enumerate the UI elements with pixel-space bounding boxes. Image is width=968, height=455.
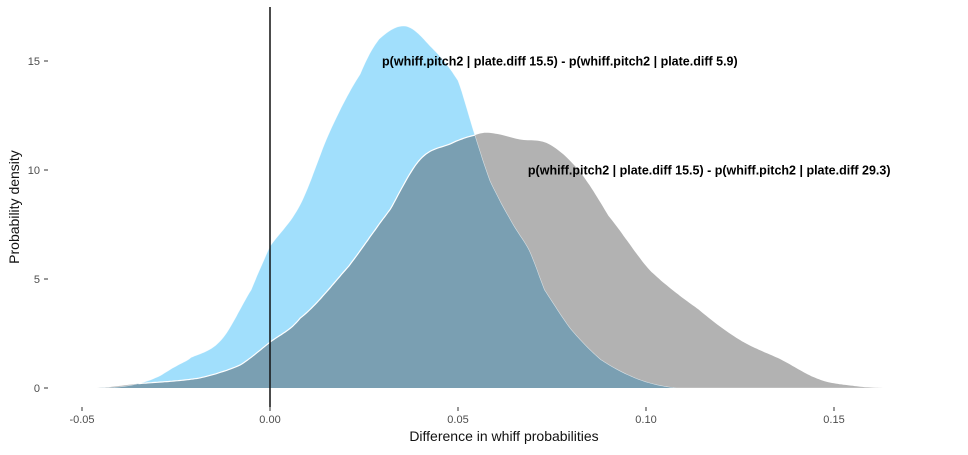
- x-axis: -0.05 0.00 0.05 0.10 0.15: [69, 407, 845, 426]
- density-outline-series-2: [93, 134, 476, 389]
- density-areas: [93, 25, 889, 389]
- series-annotation: p(whiff.pitch2 | plate.diff 15.5) - p(wh…: [528, 164, 891, 178]
- x-tick-label: 0.00: [259, 414, 280, 426]
- y-tick-label: 5: [34, 274, 40, 286]
- x-tick-label: -0.05: [69, 414, 94, 426]
- density-overlap-area: [93, 135, 889, 388]
- y-axis-title: Probability density: [6, 150, 22, 264]
- y-tick-label: 15: [28, 56, 40, 68]
- y-axis: 0 5 10 15: [28, 56, 48, 395]
- series-annotation: p(whiff.pitch2 | plate.diff 15.5) - p(wh…: [382, 55, 738, 69]
- x-axis-title: Difference in whiff probabilities: [409, 428, 598, 444]
- x-tick-label: 0.05: [447, 414, 468, 426]
- y-tick-label: 10: [28, 165, 40, 177]
- y-tick-label: 0: [34, 383, 40, 395]
- annotations: p(whiff.pitch2 | plate.diff 15.5) - p(wh…: [382, 55, 890, 178]
- x-tick-label: 0.15: [823, 414, 844, 426]
- density-outline-series-1: [93, 25, 889, 389]
- x-tick-label: 0.10: [635, 414, 656, 426]
